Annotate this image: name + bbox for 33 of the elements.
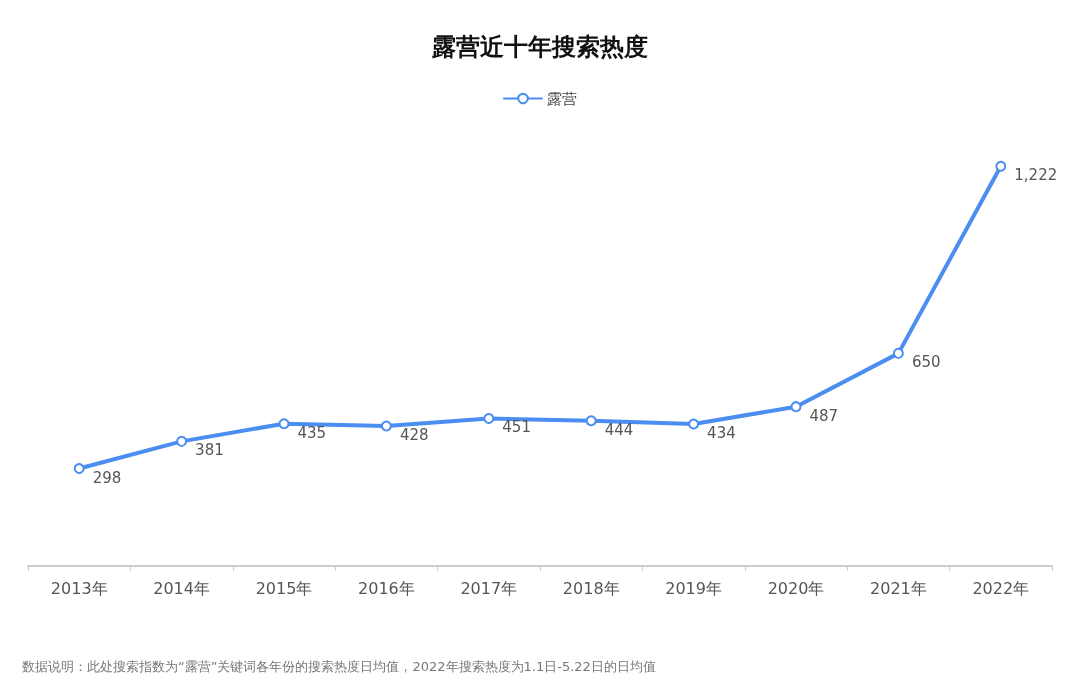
data-label: 451 bbox=[502, 418, 531, 437]
point bbox=[790, 401, 802, 413]
x-tick-label: 2017年 bbox=[460, 578, 518, 598]
data-label: 435 bbox=[297, 423, 327, 442]
legend-label: 露营 bbox=[547, 89, 577, 108]
data-label: 1,222 bbox=[1014, 166, 1058, 185]
point bbox=[995, 160, 1007, 172]
data-label: 381 bbox=[195, 441, 224, 460]
chart-title: 露营近十年搜索热度 bbox=[431, 33, 648, 61]
x-tick-label: 2022年 bbox=[972, 578, 1030, 598]
x-tick-label: 2014年 bbox=[153, 578, 210, 598]
point bbox=[483, 412, 495, 424]
x-tick-label: 2021年 bbox=[870, 578, 927, 598]
x-tick-label: 2020年 bbox=[767, 578, 825, 598]
point bbox=[73, 463, 85, 475]
data-label: 444 bbox=[604, 420, 634, 439]
point bbox=[380, 420, 392, 432]
point bbox=[278, 418, 290, 430]
data-label: 487 bbox=[809, 406, 839, 425]
x-tick-label: 2013年 bbox=[50, 578, 108, 598]
data-label: 428 bbox=[399, 425, 429, 444]
text: 数据说明：此处搜索指数为“露营”关键词各年份的搜索热度日均值，2022年搜索热度为1.1日-5.22日的日均值 bbox=[22, 659, 656, 674]
x-tick-label: 2016年 bbox=[358, 578, 415, 598]
x-tick-label: 2015年 bbox=[255, 578, 313, 598]
point bbox=[688, 418, 700, 430]
data-label: 650 bbox=[911, 353, 941, 372]
x-tick-label: 2018年 bbox=[562, 578, 620, 598]
point bbox=[176, 435, 188, 447]
x-tick-label: 2019年 bbox=[665, 578, 722, 598]
point bbox=[585, 415, 597, 427]
data-label: 298 bbox=[92, 468, 122, 487]
data-label: 434 bbox=[707, 424, 736, 443]
point bbox=[892, 347, 904, 359]
